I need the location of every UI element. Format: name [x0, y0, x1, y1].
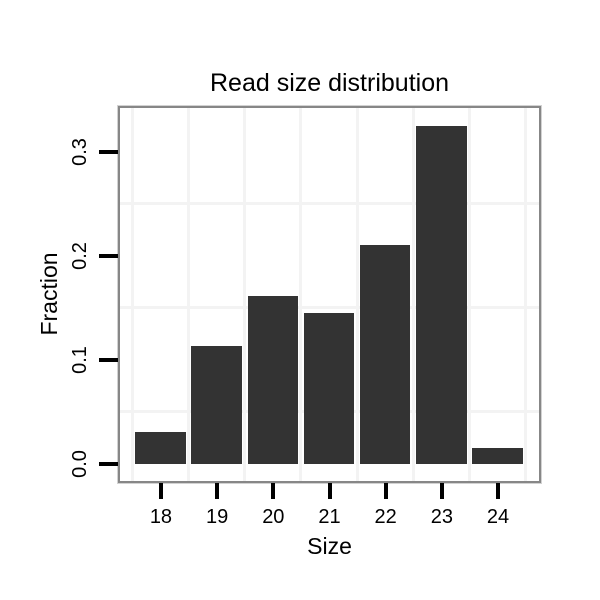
x-tick-mark — [439, 483, 444, 499]
x-tick-mark — [383, 483, 388, 499]
x-tick-mark — [496, 483, 501, 499]
bar — [472, 448, 523, 464]
minor-gridline-vertical — [187, 108, 191, 481]
minor-gridline-vertical — [355, 108, 359, 481]
minor-gridline-vertical — [467, 108, 471, 481]
x-tick-mark — [327, 483, 332, 499]
x-tick-label: 23 — [430, 506, 453, 528]
y-tick-label: 0.1 — [69, 346, 91, 375]
y-axis-title: Fraction — [36, 252, 62, 336]
minor-gridline-vertical — [524, 108, 528, 481]
plot-area — [120, 108, 539, 481]
bar — [303, 312, 355, 464]
y-tick-label: 0.2 — [69, 242, 91, 270]
x-tick-mark — [215, 483, 220, 499]
minor-gridline-horizontal — [120, 306, 539, 310]
x-tick-label: 21 — [318, 506, 341, 528]
minor-gridline-vertical — [411, 108, 415, 481]
y-tick-mark — [99, 358, 118, 363]
bar — [135, 431, 186, 464]
minor-gridline-vertical — [299, 108, 303, 481]
minor-gridline-vertical — [130, 108, 134, 481]
x-tick-mark — [158, 483, 163, 499]
bar — [416, 126, 467, 464]
x-tick-label: 20 — [262, 506, 285, 528]
x-tick-mark — [271, 483, 276, 499]
bar — [191, 346, 242, 464]
y-tick-mark — [99, 253, 118, 258]
y-tick-label: 0.3 — [69, 137, 91, 166]
x-tick-label: 22 — [374, 506, 397, 528]
y-tick-label: 0.0 — [69, 450, 91, 479]
minor-gridline-vertical — [243, 108, 247, 481]
x-axis-title: Size — [307, 533, 352, 559]
bar — [359, 245, 411, 464]
chart-title: Read size distribution — [209, 69, 449, 97]
bar — [247, 296, 299, 464]
y-tick-mark — [99, 462, 118, 467]
plot-panel — [118, 106, 541, 483]
y-tick-mark — [99, 149, 118, 154]
x-tick-label: 24 — [486, 506, 510, 528]
x-tick-label: 18 — [149, 506, 173, 528]
minor-gridline-horizontal — [120, 201, 539, 205]
x-tick-label: 19 — [206, 506, 229, 528]
